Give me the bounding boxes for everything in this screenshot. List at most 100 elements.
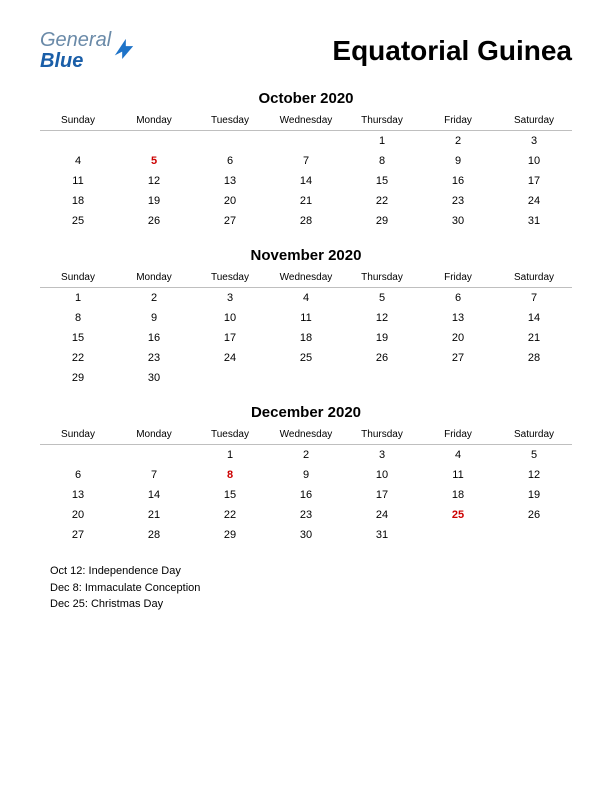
logo-text-blue: Blue	[40, 50, 83, 72]
table-row: 22232425262728	[40, 348, 572, 368]
day-header: Friday	[420, 425, 496, 445]
day-header: Monday	[116, 111, 192, 131]
table-row: 891011121314	[40, 308, 572, 328]
table-row: 12345	[40, 445, 572, 466]
day-cell	[496, 525, 572, 545]
day-cell: 30	[420, 211, 496, 231]
month-title: November 2020	[40, 247, 572, 264]
day-cell	[268, 131, 344, 152]
day-cell: 3	[192, 288, 268, 309]
day-cell: 9	[268, 465, 344, 485]
day-cell	[116, 445, 192, 466]
day-cell: 25	[40, 211, 116, 231]
day-cell: 7	[496, 288, 572, 309]
logo: General Blue	[40, 30, 135, 72]
day-cell: 24	[192, 348, 268, 368]
day-cell: 14	[268, 171, 344, 191]
calendars-container: October 2020SundayMondayTuesdayWednesday…	[40, 90, 572, 545]
table-row: 15161718192021	[40, 328, 572, 348]
day-cell	[420, 368, 496, 388]
day-cell: 6	[420, 288, 496, 309]
day-cell: 23	[268, 505, 344, 525]
day-cell: 27	[192, 211, 268, 231]
day-header: Tuesday	[192, 268, 268, 288]
day-cell: 24	[344, 505, 420, 525]
day-cell: 17	[192, 328, 268, 348]
day-cell: 26	[344, 348, 420, 368]
day-cell: 25	[420, 505, 496, 525]
day-cell: 28	[116, 525, 192, 545]
day-header: Sunday	[40, 425, 116, 445]
day-header: Friday	[420, 111, 496, 131]
day-cell: 30	[116, 368, 192, 388]
day-cell: 29	[344, 211, 420, 231]
day-cell: 19	[344, 328, 420, 348]
day-cell: 21	[268, 191, 344, 211]
day-cell: 4	[40, 151, 116, 171]
day-header: Wednesday	[268, 268, 344, 288]
day-cell: 29	[192, 525, 268, 545]
day-cell: 13	[192, 171, 268, 191]
day-cell: 15	[40, 328, 116, 348]
day-cell: 12	[116, 171, 192, 191]
day-cell: 13	[40, 485, 116, 505]
day-cell: 9	[420, 151, 496, 171]
holiday-entry: Oct 12: Independence Day	[50, 563, 572, 580]
day-cell: 29	[40, 368, 116, 388]
day-header: Sunday	[40, 111, 116, 131]
day-cell: 28	[496, 348, 572, 368]
day-cell: 22	[344, 191, 420, 211]
table-row: 11121314151617	[40, 171, 572, 191]
day-cell	[344, 368, 420, 388]
holidays-list: Oct 12: Independence DayDec 8: Immaculat…	[40, 563, 572, 613]
day-cell: 20	[192, 191, 268, 211]
day-header: Thursday	[344, 425, 420, 445]
day-cell: 8	[192, 465, 268, 485]
day-cell	[192, 368, 268, 388]
day-header: Saturday	[496, 111, 572, 131]
day-cell: 11	[420, 465, 496, 485]
day-cell: 21	[496, 328, 572, 348]
holiday-entry: Dec 8: Immaculate Conception	[50, 580, 572, 597]
page-title: Equatorial Guinea	[332, 35, 572, 67]
day-cell: 12	[344, 308, 420, 328]
day-cell: 23	[420, 191, 496, 211]
day-header: Thursday	[344, 111, 420, 131]
day-cell: 19	[116, 191, 192, 211]
day-header: Monday	[116, 425, 192, 445]
day-cell: 2	[268, 445, 344, 466]
day-cell: 5	[116, 151, 192, 171]
day-cell: 15	[192, 485, 268, 505]
day-cell: 9	[116, 308, 192, 328]
table-row: 18192021222324	[40, 191, 572, 211]
day-cell: 28	[268, 211, 344, 231]
day-cell: 10	[496, 151, 572, 171]
day-cell: 20	[40, 505, 116, 525]
day-header: Thursday	[344, 268, 420, 288]
day-cell: 11	[40, 171, 116, 191]
table-row: 6789101112	[40, 465, 572, 485]
day-cell: 25	[268, 348, 344, 368]
day-cell	[496, 368, 572, 388]
day-cell: 10	[344, 465, 420, 485]
day-cell: 22	[192, 505, 268, 525]
calendar-table: SundayMondayTuesdayWednesdayThursdayFrid…	[40, 268, 572, 388]
day-cell: 2	[420, 131, 496, 152]
day-cell: 16	[420, 171, 496, 191]
day-cell: 30	[268, 525, 344, 545]
day-cell	[40, 445, 116, 466]
day-cell: 14	[116, 485, 192, 505]
month-title: October 2020	[40, 90, 572, 107]
day-cell: 17	[496, 171, 572, 191]
day-header: Saturday	[496, 268, 572, 288]
day-cell: 17	[344, 485, 420, 505]
day-cell: 1	[344, 131, 420, 152]
month-title: December 2020	[40, 404, 572, 421]
logo-text-wrap: General Blue	[40, 30, 111, 72]
table-row: 2930	[40, 368, 572, 388]
day-cell: 8	[344, 151, 420, 171]
day-cell: 16	[268, 485, 344, 505]
day-cell: 13	[420, 308, 496, 328]
table-row: 2728293031	[40, 525, 572, 545]
day-cell: 4	[268, 288, 344, 309]
